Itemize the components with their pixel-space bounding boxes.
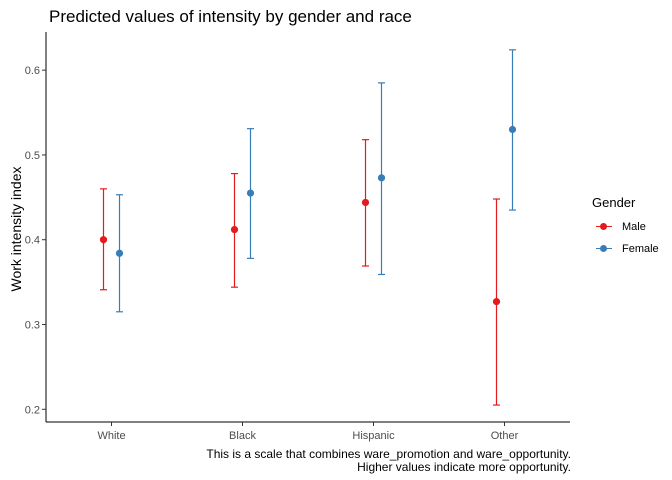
- caption-line-1: This is a scale that combines ware_promo…: [206, 447, 571, 461]
- legend-title: Gender: [592, 195, 636, 210]
- legend-label-female: Female: [622, 243, 659, 255]
- data-point-male: [99, 236, 108, 244]
- data-point-male: [361, 198, 370, 207]
- data-point-female: [377, 174, 386, 182]
- legend-label-male: Male: [622, 221, 646, 233]
- data-point-female: [246, 189, 255, 197]
- y-tick-label: 0.2: [25, 404, 40, 416]
- x-tick-label: Black: [229, 430, 256, 442]
- y-tick-label: 0.3: [25, 320, 40, 332]
- x-tick-label: Other: [491, 430, 519, 442]
- caption-line-2: Higher values indicate more opportunity.: [357, 460, 571, 474]
- data-point-female: [115, 249, 124, 257]
- y-tick-label: 0.6: [25, 65, 40, 77]
- x-tick-label: Hispanic: [352, 430, 395, 442]
- data-point-male: [230, 225, 239, 234]
- data-point-male: [492, 298, 501, 306]
- legend-item-male: Male: [596, 219, 646, 235]
- y-tick-label: 0.4: [25, 235, 40, 247]
- legend-item-female: Female: [596, 241, 659, 257]
- y-tick-label: 0.5: [25, 150, 40, 162]
- x-tick-label: White: [97, 430, 125, 442]
- legend-key-female: [596, 243, 612, 255]
- legend-key-male: [596, 221, 612, 233]
- data-point-female: [508, 125, 517, 134]
- chart-title: Predicted values of intensity by gender …: [49, 7, 412, 26]
